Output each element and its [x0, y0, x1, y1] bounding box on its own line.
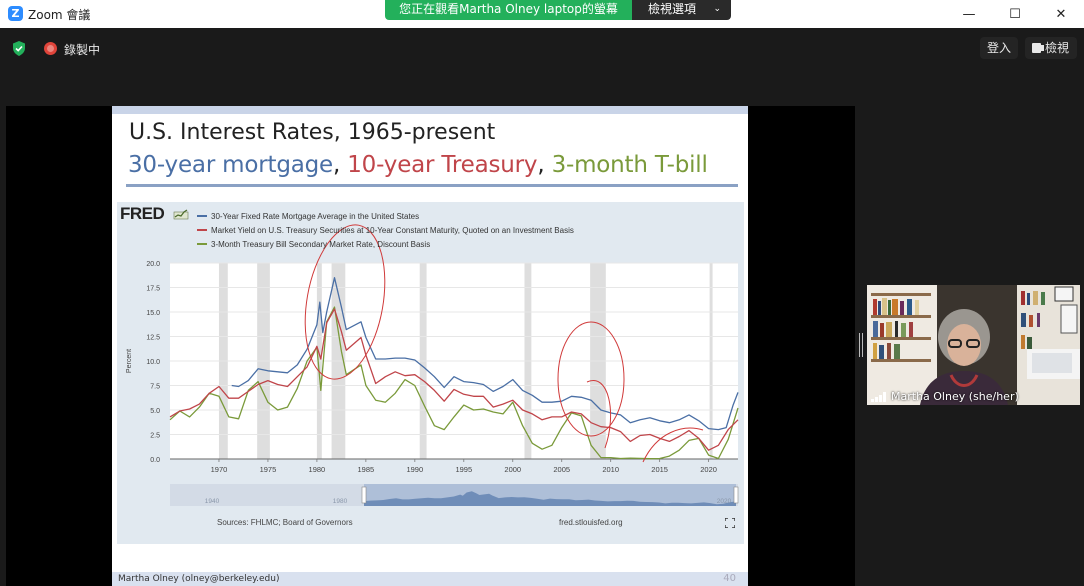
legend-label: Market Yield on U.S. Treasury Securities…	[211, 225, 574, 235]
y-tick-label: 5.0	[150, 408, 160, 415]
legend-item: 3-Month Treasury Bill Secondary Market R…	[197, 237, 574, 251]
presentation-slide: U.S. Interest Rates, 1965-present 30-yea…	[112, 106, 748, 586]
slide-footer: Martha Olney (olney@berkeley.edu) 40	[112, 572, 748, 586]
series-line	[231, 277, 739, 431]
fullscreen-icon[interactable]	[725, 518, 735, 528]
fred-chart-logo-icon	[173, 209, 189, 220]
gallery-view-icon	[1032, 43, 1044, 53]
legend-item: 30-Year Fixed Rate Mortgage Average in t…	[197, 209, 574, 223]
subtitle-treasury: 10-year Treasury	[347, 152, 538, 178]
view-options-label: 檢視選項	[648, 2, 697, 16]
navigator-year-label: 1980	[333, 498, 348, 505]
x-tick-label: 2015	[651, 465, 668, 474]
x-tick-label: 2010	[602, 465, 619, 474]
series-line	[169, 308, 739, 451]
range-handle-left	[361, 486, 367, 504]
legend-swatch	[197, 243, 207, 245]
recording-icon[interactable]	[44, 42, 57, 55]
title-divider	[126, 184, 738, 187]
x-tick-label: 1985	[358, 465, 375, 474]
range-handle-right	[733, 486, 739, 504]
panel-resize-handle[interactable]	[859, 333, 863, 357]
recording-label: 錄製中	[64, 43, 101, 57]
participant-name: Martha Olney (she/her)	[871, 390, 1019, 403]
fred-chart-panel: 0.0 2.5 5.0 7.5 10.0 12.5 15.0 17.5 20.0 1970 1975…	[117, 202, 744, 544]
annotation-stroke	[642, 427, 704, 463]
y-tick-label: 2.5	[150, 433, 160, 440]
subtitle-separator: ,	[537, 152, 545, 178]
window-title: Zoom 會議	[28, 8, 91, 22]
x-tick-label: 2005	[553, 465, 570, 474]
chart-sources: Sources: FHLMC; Board of Governors	[217, 518, 353, 527]
interest-rate-chart: 0.0 2.5 5.0 7.5 10.0 12.5 15.0 17.5 20.0 1970 1975…	[126, 224, 739, 506]
range-navigator-area	[364, 491, 736, 506]
subtitle-separator: ,	[332, 152, 341, 178]
x-tick-label: 1970	[211, 465, 228, 474]
participant-name-label: Martha Olney (she/her)	[891, 390, 1019, 403]
x-tick-label: 1990	[406, 465, 423, 474]
subtitle-mortgage: 30-year mortgage	[128, 152, 333, 178]
participant-video-tile[interactable]: Martha Olney (she/her)	[867, 285, 1080, 405]
slide-title: U.S. Interest Rates, 1965-present	[129, 120, 496, 145]
y-tick-label: 17.5	[146, 286, 160, 293]
minimize-button[interactable]: —	[962, 6, 976, 22]
y-tick-label: 20.0	[146, 261, 160, 268]
zoom-logo-icon: Z	[8, 6, 23, 21]
close-button[interactable]: ✕	[1055, 6, 1067, 22]
x-tick-label: 1995	[455, 465, 472, 474]
subtitle-tbill: 3-month T-bill	[551, 152, 708, 178]
y-tick-label: 12.5	[146, 335, 160, 342]
annotation-circle	[304, 224, 386, 380]
annotation-stroke	[586, 380, 611, 449]
navigator-year-label: 1940	[205, 498, 220, 505]
shield-icon[interactable]	[12, 41, 26, 56]
chart-legend: 30-Year Fixed Rate Mortgage Average in t…	[197, 209, 574, 251]
navigator-year-label: 2020	[717, 498, 732, 505]
network-signal-icon	[871, 391, 886, 402]
sign-in-button[interactable]: 登入	[980, 37, 1018, 59]
x-tick-label: 1980	[309, 465, 326, 474]
slide-top-strip	[112, 106, 748, 114]
window-controls: — ☐ ✕	[946, 0, 1084, 28]
view-options-button[interactable]: 檢視選項 ⌄	[632, 0, 731, 20]
slide-footer-text: Martha Olney (olney@berkeley.edu)	[118, 574, 280, 584]
y-axis-label: Percent	[126, 349, 133, 373]
y-tick-label: 15.0	[146, 310, 160, 317]
x-tick-label: 2000	[504, 465, 521, 474]
annotation-circle	[557, 321, 625, 437]
legend-item: Market Yield on U.S. Treasury Securities…	[197, 223, 574, 237]
y-tick-label: 0.0	[150, 457, 160, 464]
y-tick-label: 10.0	[146, 359, 160, 366]
slide-page-number: 40	[723, 573, 736, 584]
x-tick-label: 1975	[260, 465, 277, 474]
y-tick-label: 7.5	[150, 384, 160, 391]
legend-swatch	[197, 229, 207, 231]
participant-video	[867, 285, 1080, 405]
series-line	[169, 306, 739, 460]
screen-share-banner: 您正在觀看Martha Olney laptop的螢幕	[385, 0, 632, 20]
legend-label: 30-Year Fixed Rate Mortgage Average in t…	[211, 211, 420, 221]
chevron-down-icon: ⌄	[713, 4, 721, 14]
x-tick-label: 2020	[700, 465, 717, 474]
maximize-button[interactable]: ☐	[1009, 6, 1021, 22]
view-button[interactable]: 檢視	[1025, 37, 1077, 59]
view-button-label: 檢視	[1045, 41, 1070, 55]
fred-logo: FRED	[120, 204, 165, 223]
meeting-top-bar: 錄製中 登入 檢視	[0, 28, 1084, 68]
legend-label: 3-Month Treasury Bill Secondary Market R…	[211, 239, 431, 249]
legend-swatch	[197, 215, 207, 217]
slide-subtitle: 30-year mortgage, 10-year Treasury, 3-mo…	[128, 152, 708, 178]
fred-url[interactable]: fred.stlouisfed.org	[559, 518, 623, 527]
